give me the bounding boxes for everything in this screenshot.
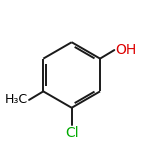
- Text: Cl: Cl: [65, 126, 78, 140]
- Text: OH: OH: [115, 43, 136, 57]
- Text: H₃C: H₃C: [5, 93, 28, 106]
